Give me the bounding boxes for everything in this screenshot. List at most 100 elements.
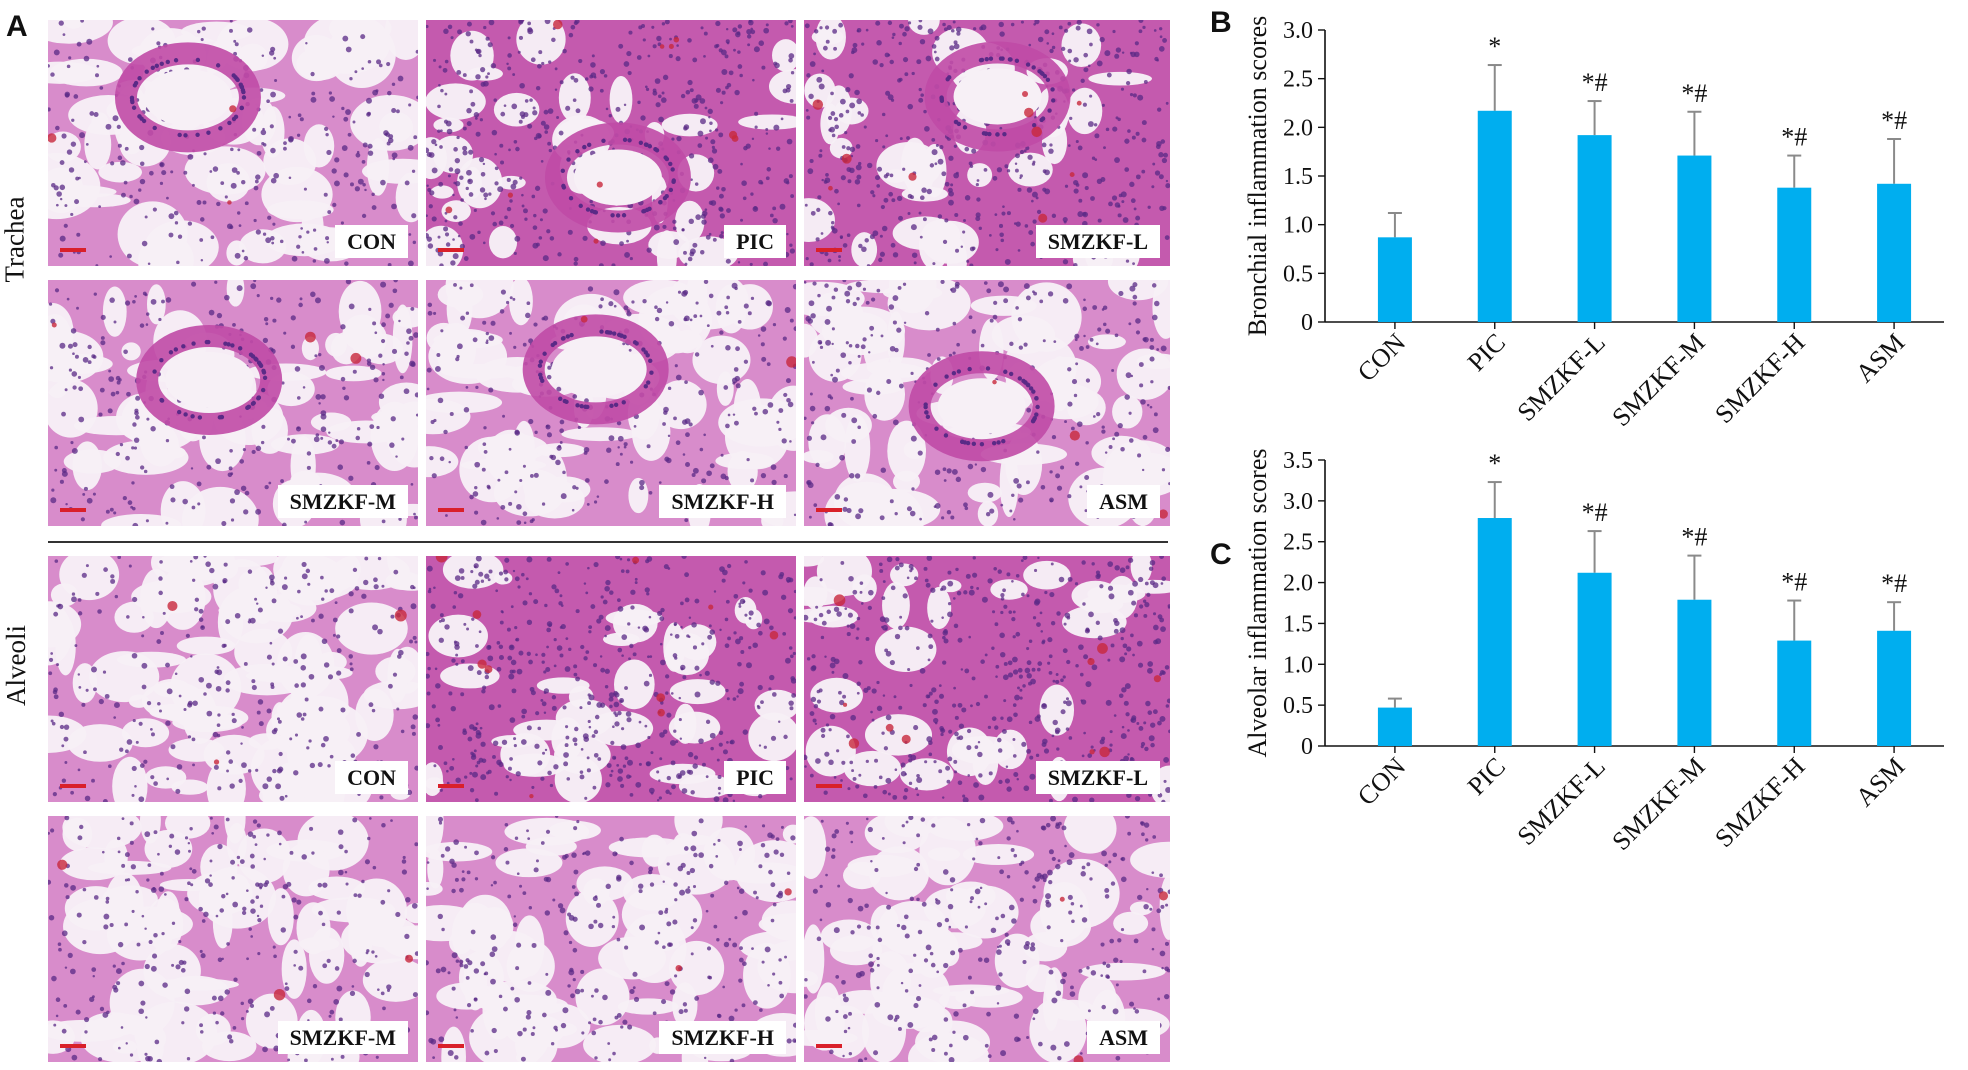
y-tick-label: 1.0 (1283, 652, 1313, 678)
histology-tile: ASM (804, 280, 1170, 526)
x-tick-label: SMZKF-L (1512, 328, 1611, 427)
alveolar-score-chart: 0 0.5 1.0 1.5 2.0 2.5 3.0 3.5 Alveolar inflammat… (1243, 448, 1944, 856)
plot-area: 0 0.5 1.0 1.5 2.0 2.5 3.0 3.5 Alveolar inflammat… (1243, 448, 1944, 856)
tile-label-smzkf-m: SMZKF-M (277, 484, 408, 518)
bar (1777, 640, 1812, 746)
scale-bar (816, 1044, 842, 1048)
tile-label-smzkf-h: SMZKF-H (659, 1020, 786, 1054)
tissue-texture (426, 280, 796, 526)
bar (1577, 135, 1612, 322)
significance-label: * (1488, 32, 1501, 61)
scale-bar (816, 508, 842, 512)
x-tick-label: ASM (1850, 752, 1910, 812)
histology-tile: CON (48, 556, 418, 802)
scale-bar (60, 248, 86, 252)
x-tick-label: CON (1352, 752, 1411, 811)
x-tick-label: CON (1352, 328, 1411, 387)
scale-bar (60, 508, 86, 512)
significance-label: *# (1881, 106, 1907, 135)
histology-tile: SMZKF-M (48, 816, 418, 1062)
tissue-texture (48, 816, 418, 1062)
significance-label: *# (1681, 79, 1707, 108)
tissue-texture (804, 280, 1170, 526)
x-tick-label: PIC (1462, 328, 1511, 377)
y-tick-label: 0 (1301, 310, 1313, 336)
tissue-texture (804, 816, 1170, 1062)
scale-bar (60, 784, 86, 788)
y-tick-label: 2.5 (1283, 67, 1313, 93)
tile-label-smzkf-h: SMZKF-H (659, 484, 786, 518)
y-tick-label: 3.0 (1283, 18, 1313, 44)
y-tick-label: 1.0 (1283, 213, 1313, 239)
histology-tile: ASM (804, 816, 1170, 1062)
tile-label-asm: ASM (1087, 1020, 1160, 1054)
tile-label-smzkf-l: SMZKF-L (1035, 224, 1160, 258)
y-axis-label: Alveolar inflammation scores (1243, 448, 1272, 757)
y-tick-label: 0.5 (1283, 693, 1313, 719)
x-tick-label: SMZKF-H (1709, 328, 1810, 429)
plot-area: 0 0.5 1.0 1.5 2.0 2.5 3.0 Bronchial inflammatio… (1243, 16, 1944, 432)
x-tick-label: PIC (1462, 752, 1511, 801)
x-tick-label: ASM (1850, 328, 1910, 388)
tissue-texture (426, 20, 796, 266)
y-tick-label: 2.0 (1283, 571, 1313, 597)
tile-label-pic: PIC (724, 224, 786, 258)
scale-bar (438, 784, 464, 788)
x-tick-label: SMZKF-H (1709, 752, 1810, 853)
scale-bar (438, 508, 464, 512)
section-divider (48, 541, 1168, 543)
scale-bar (816, 784, 842, 788)
tile-label-con: CON (335, 224, 408, 258)
significance-label: *# (1681, 523, 1707, 552)
histology-tile: SMZKF-L (804, 20, 1170, 266)
bar (1777, 187, 1812, 322)
scale-bar (438, 248, 464, 252)
bar (1677, 599, 1712, 746)
y-tick-label: 0.5 (1283, 261, 1313, 287)
significance-label: *# (1582, 498, 1608, 527)
y-tick-label: 1.5 (1283, 611, 1313, 637)
x-tick-label: SMZKF-L (1512, 752, 1611, 851)
tile-label-con: CON (335, 760, 408, 794)
tissue-texture (426, 816, 796, 1062)
histology-tile: SMZKF-M (48, 280, 418, 526)
scale-bar (60, 1044, 86, 1048)
panel-a-letter: A (6, 10, 28, 43)
significance-label: *# (1781, 568, 1807, 597)
y-tick-label: 1.5 (1283, 164, 1313, 190)
histology-tile: PIC (426, 20, 796, 266)
scale-bar (438, 1044, 464, 1048)
bar (1377, 707, 1412, 746)
y-tick-label: 2.0 (1283, 115, 1313, 141)
significance-label: *# (1781, 123, 1807, 152)
histology-tile: SMZKF-H (426, 816, 796, 1062)
histology-tile: SMZKF-H (426, 280, 796, 526)
tile-label-smzkf-l: SMZKF-L (1035, 760, 1160, 794)
x-tick-label: SMZKF-M (1606, 328, 1710, 432)
y-tick-label: 3.0 (1283, 489, 1313, 515)
panel-b-letter: B (1210, 6, 1232, 39)
bar (1477, 518, 1512, 746)
bar (1577, 572, 1612, 746)
tile-label-pic: PIC (724, 760, 786, 794)
histology-tile: SMZKF-L (804, 556, 1170, 802)
bronchial-score-chart: 0 0.5 1.0 1.5 2.0 2.5 3.0 Bronchial inflammatio… (1243, 16, 1944, 432)
x-tick-label: SMZKF-M (1606, 752, 1710, 856)
tile-label-smzkf-m: SMZKF-M (277, 1020, 408, 1054)
tissue-texture (48, 20, 418, 266)
significance-label: * (1488, 449, 1501, 478)
significance-label: *# (1881, 569, 1907, 598)
bar (1477, 110, 1512, 322)
bar (1377, 237, 1412, 322)
panel-c-letter: C (1210, 538, 1232, 571)
histology-tile: PIC (426, 556, 796, 802)
row-label-alveoli: Alveoli (1, 625, 31, 706)
y-tick-label: 2.5 (1283, 530, 1313, 556)
bar (1877, 630, 1912, 746)
significance-label: *# (1582, 68, 1608, 97)
histology-tile: CON (48, 20, 418, 266)
y-axis-label: Bronchial inflammation scores (1243, 16, 1272, 337)
bar (1877, 183, 1912, 322)
scale-bar (816, 248, 842, 252)
